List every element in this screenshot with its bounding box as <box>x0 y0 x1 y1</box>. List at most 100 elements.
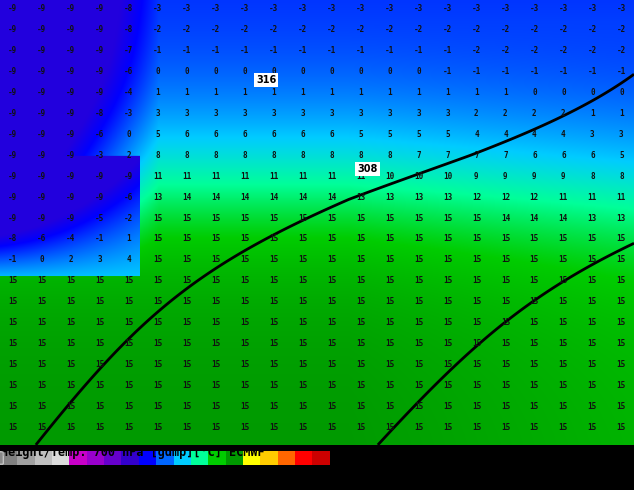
Text: 15: 15 <box>153 214 162 222</box>
Text: 5: 5 <box>358 130 363 139</box>
Text: 4: 4 <box>532 130 537 139</box>
Text: 0: 0 <box>387 67 392 76</box>
Text: 15: 15 <box>559 318 568 327</box>
Text: -1: -1 <box>617 67 626 76</box>
Text: -6: -6 <box>124 67 133 76</box>
Text: 1: 1 <box>271 88 276 97</box>
Text: -3: -3 <box>385 4 394 13</box>
Text: 8: 8 <box>155 151 160 160</box>
Text: -9: -9 <box>8 88 17 97</box>
Text: -54: -54 <box>0 467 6 473</box>
Text: 15: 15 <box>414 381 423 390</box>
Text: -2: -2 <box>588 25 597 34</box>
Text: 11: 11 <box>617 193 626 201</box>
Text: 15: 15 <box>443 422 452 432</box>
Text: 5: 5 <box>416 130 421 139</box>
Text: -9: -9 <box>8 193 17 201</box>
Text: Height/Temp. 700 hPa [gdmp][°C] ECMWF: Height/Temp. 700 hPa [gdmp][°C] ECMWF <box>1 446 264 459</box>
Text: 15: 15 <box>37 360 46 369</box>
Text: 15: 15 <box>182 255 191 264</box>
Text: -1: -1 <box>298 46 307 55</box>
Text: 15: 15 <box>472 297 481 306</box>
Text: -1: -1 <box>182 46 191 55</box>
Text: 0: 0 <box>329 67 334 76</box>
Text: 15: 15 <box>530 255 539 264</box>
Text: 15: 15 <box>8 297 17 306</box>
Bar <box>295 451 313 465</box>
Bar <box>278 451 295 465</box>
Text: 15: 15 <box>501 234 510 244</box>
Text: 15: 15 <box>414 360 423 369</box>
Text: 15: 15 <box>66 381 75 390</box>
Text: 15: 15 <box>153 381 162 390</box>
Text: -3: -3 <box>559 4 568 13</box>
Text: 42: 42 <box>273 467 282 473</box>
Text: 15: 15 <box>95 297 104 306</box>
Text: -8: -8 <box>95 109 104 118</box>
Text: 8: 8 <box>387 151 392 160</box>
Text: 15: 15 <box>37 339 46 348</box>
Text: 15: 15 <box>385 255 394 264</box>
Text: 15: 15 <box>182 276 191 285</box>
Text: 15: 15 <box>530 402 539 411</box>
Text: 15: 15 <box>153 422 162 432</box>
Text: 6: 6 <box>329 130 334 139</box>
Text: -2: -2 <box>559 25 568 34</box>
Text: 4: 4 <box>561 130 566 139</box>
Text: -2: -2 <box>617 46 626 55</box>
Text: 1: 1 <box>126 234 131 244</box>
Text: 15: 15 <box>327 360 336 369</box>
Text: 15: 15 <box>8 381 17 390</box>
Text: 15: 15 <box>530 339 539 348</box>
Text: -9: -9 <box>8 214 17 222</box>
Text: -24: -24 <box>81 467 93 473</box>
Text: -3: -3 <box>153 4 162 13</box>
Text: 15: 15 <box>182 234 191 244</box>
Text: 15: 15 <box>298 234 307 244</box>
Text: 8: 8 <box>271 151 276 160</box>
Text: -9: -9 <box>8 4 17 13</box>
Text: 0: 0 <box>561 88 566 97</box>
Text: 9: 9 <box>474 172 479 181</box>
Text: 3: 3 <box>97 255 102 264</box>
Text: 15: 15 <box>124 318 133 327</box>
Text: -9: -9 <box>66 46 75 55</box>
Text: -6: -6 <box>124 193 133 201</box>
Text: -3: -3 <box>240 4 249 13</box>
Text: 3: 3 <box>242 109 247 118</box>
Text: 15: 15 <box>559 422 568 432</box>
Text: 2: 2 <box>68 255 73 264</box>
Text: 2: 2 <box>532 109 537 118</box>
Text: 15: 15 <box>501 402 510 411</box>
FancyArrow shape <box>0 451 3 465</box>
Text: 1: 1 <box>590 109 595 118</box>
Text: 3: 3 <box>387 109 392 118</box>
Text: -9: -9 <box>95 4 104 13</box>
Text: 15: 15 <box>356 422 365 432</box>
Text: 3: 3 <box>416 109 421 118</box>
Text: -9: -9 <box>8 172 17 181</box>
Text: 7: 7 <box>416 151 421 160</box>
Text: 0: 0 <box>126 130 131 139</box>
Text: 15: 15 <box>66 297 75 306</box>
Text: -9: -9 <box>95 88 104 97</box>
Text: -3: -3 <box>269 4 278 13</box>
Bar <box>208 451 226 465</box>
Text: -9: -9 <box>8 67 17 76</box>
Text: 15: 15 <box>211 339 220 348</box>
Text: 15: 15 <box>414 214 423 222</box>
Text: 11: 11 <box>588 193 597 201</box>
Text: 15: 15 <box>240 339 249 348</box>
Text: 14: 14 <box>240 193 249 201</box>
Text: -6: -6 <box>134 467 143 473</box>
Text: 15: 15 <box>95 339 104 348</box>
Text: 15: 15 <box>588 360 597 369</box>
Text: 11: 11 <box>153 172 162 181</box>
Text: 9: 9 <box>532 172 537 181</box>
Text: 15: 15 <box>298 318 307 327</box>
Text: 15: 15 <box>559 234 568 244</box>
Text: 15: 15 <box>124 339 133 348</box>
Text: 15: 15 <box>269 276 278 285</box>
Text: 15: 15 <box>356 234 365 244</box>
Text: 15: 15 <box>182 297 191 306</box>
